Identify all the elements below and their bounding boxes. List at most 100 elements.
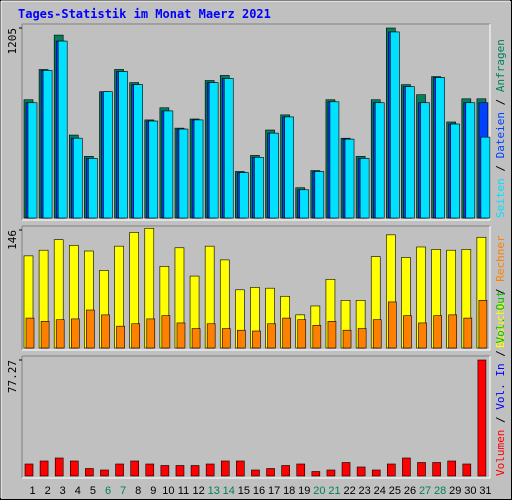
- y-tick-label: 146: [6, 230, 19, 250]
- bar: [163, 110, 174, 219]
- bar: [390, 31, 400, 219]
- bar: [420, 102, 430, 219]
- x-tick-label: 29: [449, 485, 461, 497]
- x-tick-label: 18: [283, 485, 295, 497]
- bar: [344, 138, 355, 219]
- legend: Seiten / Dateien / Anfragen: [494, 39, 507, 218]
- legend-entry: Vol. In: [494, 363, 507, 409]
- bar: [417, 462, 426, 477]
- bar: [42, 70, 53, 219]
- bar: [72, 137, 83, 219]
- bar: [266, 468, 275, 477]
- bar: [208, 82, 219, 219]
- bar: [205, 463, 215, 477]
- bar: [115, 463, 124, 477]
- x-tick-label: 23: [359, 485, 371, 497]
- bar: [236, 460, 245, 477]
- bar: [465, 102, 476, 219]
- bar: [372, 319, 382, 349]
- bar: [374, 102, 385, 219]
- x-tick-label: 4: [75, 485, 81, 497]
- bar: [40, 321, 50, 349]
- bar: [101, 314, 110, 349]
- bar: [311, 471, 321, 477]
- bar: [405, 86, 415, 219]
- bar: [463, 317, 473, 349]
- legend-entry: Vol. Out: [494, 291, 507, 344]
- legend-separator: /: [494, 92, 507, 112]
- bar: [432, 462, 441, 477]
- bar: [356, 466, 366, 477]
- bar: [480, 136, 491, 219]
- bar: [86, 309, 95, 349]
- bar: [281, 465, 290, 477]
- x-tick-label: 8: [135, 485, 141, 497]
- x-tick-label: 5: [90, 485, 96, 497]
- bar: [450, 123, 461, 219]
- legend: Besuche / Rechner: [494, 235, 507, 348]
- x-tick-label: 24: [374, 485, 386, 497]
- bar: [269, 132, 279, 219]
- bar: [57, 40, 68, 219]
- bar: [296, 463, 306, 477]
- x-tick-label: 19: [298, 485, 310, 497]
- x-tick-label: 3: [60, 485, 66, 497]
- x-tick-label: 12: [192, 485, 204, 497]
- x-tick-label: 14: [223, 485, 235, 497]
- bar: [148, 120, 159, 219]
- legend-entry: Rechner: [494, 235, 507, 282]
- x-tick-label: 22: [343, 485, 355, 497]
- x-tick-label: 13: [208, 485, 220, 497]
- bar: [25, 317, 35, 349]
- y-tick-label: 1205: [6, 28, 19, 55]
- bar: [24, 463, 34, 477]
- bar: [327, 321, 337, 349]
- x-tick-label: 20: [313, 485, 325, 497]
- x-tick-label: 31: [479, 485, 491, 497]
- bar: [88, 158, 98, 219]
- legend-separator: /: [494, 282, 507, 302]
- x-tick-label: 11: [178, 485, 189, 497]
- bar: [191, 328, 201, 349]
- bar: [357, 328, 367, 349]
- bar: [69, 460, 79, 477]
- bar: [388, 301, 397, 349]
- bar: [387, 463, 396, 477]
- bar: [133, 84, 143, 219]
- bar: [239, 172, 249, 219]
- bar: [341, 462, 351, 477]
- bar: [267, 323, 276, 349]
- bar: [206, 323, 216, 349]
- bar: [55, 319, 65, 349]
- x-tick-label: 6: [105, 485, 111, 497]
- bar: [299, 189, 310, 219]
- bar: [284, 116, 294, 219]
- bar: [178, 128, 189, 219]
- legend-entry: Anfragen: [494, 39, 507, 92]
- bar: [145, 463, 155, 477]
- bar: [27, 102, 38, 219]
- legend-separator: /: [494, 410, 507, 430]
- x-tick-label: 1: [29, 485, 35, 497]
- bar: [223, 78, 234, 219]
- bar: [131, 323, 140, 349]
- legend-entry: Dateien: [494, 112, 507, 158]
- bar: [462, 463, 472, 477]
- legend-entry: Seiten: [494, 178, 507, 218]
- bar: [220, 460, 230, 477]
- bar: [252, 330, 261, 349]
- x-tick-label: 25: [389, 485, 401, 497]
- legend-separator: /: [494, 344, 507, 364]
- legend-entry: Volumen: [494, 430, 507, 476]
- bar: [118, 71, 128, 219]
- bar: [435, 77, 445, 219]
- bar: [314, 171, 325, 219]
- bar: [342, 329, 352, 349]
- chart-title: Tages-Statistik im Monat Maerz 2021: [18, 7, 271, 21]
- bar: [161, 315, 171, 349]
- bar: [103, 91, 113, 219]
- x-tick-label: 17: [268, 485, 280, 497]
- bar: [116, 325, 125, 349]
- bar: [371, 469, 381, 477]
- x-tick-label: 26: [404, 485, 416, 497]
